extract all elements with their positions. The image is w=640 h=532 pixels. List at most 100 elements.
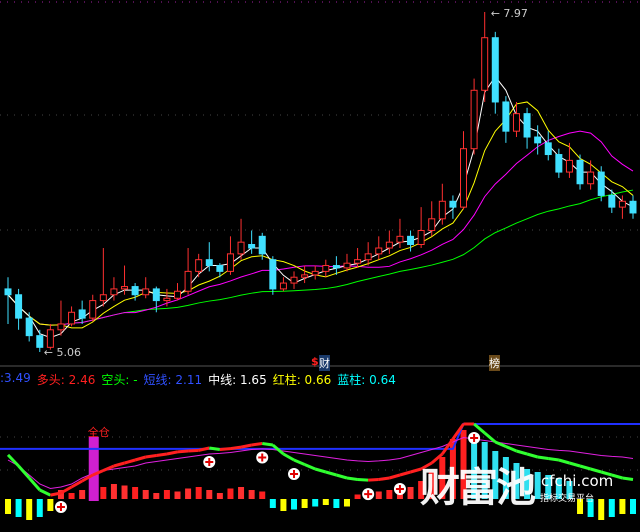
indicator-bar <box>47 499 54 511</box>
trend-line-segment <box>569 461 581 468</box>
indicator-bar <box>630 499 636 514</box>
trend-line-segment <box>262 442 274 447</box>
trend-line-segment <box>558 458 570 465</box>
trend-line-segment <box>399 470 411 477</box>
indicator-bar <box>248 490 255 499</box>
indicator-bar <box>216 493 223 499</box>
indicator-bar <box>322 499 329 505</box>
trend-line-segment <box>219 447 231 451</box>
trend-line-segment <box>622 476 634 481</box>
candle-body <box>4 288 12 296</box>
candle-body <box>460 148 468 208</box>
indicator-bar <box>142 490 149 499</box>
indicator-bar <box>153 493 160 499</box>
indicator-bar <box>206 490 213 499</box>
trend-line-segment <box>526 452 539 459</box>
indicator-bar <box>449 439 456 499</box>
indicator-bar <box>79 490 86 499</box>
marker-dollar[interactable]: $ <box>311 355 319 368</box>
indicator-bar <box>598 499 605 520</box>
indicator-bar <box>5 499 11 514</box>
plus-signal-icon <box>364 490 373 499</box>
indicator-bar <box>481 442 488 499</box>
legend-short: 空头: - <box>101 373 138 387</box>
max-price-label: ← 7.97 <box>491 7 528 20</box>
indicator-bar <box>132 487 139 499</box>
trend-line-segment <box>590 467 602 474</box>
plus-signal-icon <box>470 434 479 442</box>
indicator-bar <box>312 499 319 507</box>
indicator-bar <box>375 491 382 499</box>
candle-body <box>449 200 457 208</box>
plus-signal-icon <box>395 485 404 493</box>
candle-body <box>470 89 478 150</box>
marker-bang[interactable]: 榜 <box>489 355 500 371</box>
indicator-bar <box>566 481 573 499</box>
indicator-bar <box>386 490 393 499</box>
indicator-bar <box>619 499 626 514</box>
trend-line-segment <box>451 423 465 440</box>
trend-line-segment <box>17 465 31 479</box>
trend-line-segment <box>240 443 252 449</box>
candle-body <box>258 235 266 255</box>
candle-body <box>15 294 23 319</box>
candle-body <box>332 265 340 269</box>
indicator-bar <box>587 499 594 517</box>
trend-line-segment <box>494 440 507 448</box>
candle-body <box>385 241 393 249</box>
indicator-bar <box>100 487 107 499</box>
trend-line-segment <box>600 470 613 477</box>
candle-body <box>152 288 160 302</box>
trend-line-segment <box>177 449 189 454</box>
legend-midline: 中线: 1.65 <box>208 373 267 387</box>
candle-body <box>248 244 256 249</box>
candle-body <box>407 235 415 246</box>
trend-line-segment <box>293 458 306 466</box>
trend-line-segment <box>145 454 157 459</box>
trend-line-segment <box>378 476 390 481</box>
indicator-bar <box>68 493 75 499</box>
trend-line-segment <box>187 448 199 453</box>
indicator-bar <box>492 451 499 499</box>
candle-body <box>269 259 277 290</box>
candle-body <box>364 253 372 261</box>
trend-line-segment <box>282 452 295 462</box>
indicator-bar <box>36 499 43 517</box>
candle-body <box>237 241 245 255</box>
ma20-line <box>7 130 634 326</box>
trend-line-segment <box>430 452 444 465</box>
trend-line-segment <box>441 438 455 455</box>
candle-body <box>205 259 213 267</box>
trend-line-segment <box>325 470 337 477</box>
indicator-bar <box>460 430 467 499</box>
trend-line-segment <box>166 450 178 456</box>
trend-line-segment <box>271 443 285 456</box>
indicator-bar <box>185 488 192 499</box>
trend-line-segment <box>473 422 486 435</box>
mid-line <box>7 436 634 490</box>
trend-line-segment <box>198 446 210 452</box>
trend-line-segment <box>505 445 518 453</box>
candle-body <box>131 286 139 296</box>
plus-signal-icon <box>205 458 214 466</box>
trend-line-segment <box>483 431 497 444</box>
candle-body <box>491 37 499 103</box>
trend-line-segment <box>60 485 73 495</box>
candle-body <box>608 194 616 208</box>
marker-cai[interactable]: 财 <box>319 355 330 371</box>
candle-body <box>89 300 97 319</box>
trend-line-segment <box>314 467 327 474</box>
candle-body <box>481 37 489 91</box>
candle-body <box>195 259 203 272</box>
candle-body <box>99 294 107 302</box>
trend-line-segment <box>156 452 168 457</box>
trend-line-segment <box>81 473 94 483</box>
indicator-bar <box>333 499 340 508</box>
trend-line-segment <box>611 473 623 480</box>
trend-line-segment <box>420 461 433 471</box>
candle-body <box>163 297 171 302</box>
indicator-bar <box>238 487 245 499</box>
trend-line-segment <box>124 458 136 465</box>
legend-long: 多头: 2.46 <box>36 373 96 387</box>
candle-body <box>343 262 351 269</box>
